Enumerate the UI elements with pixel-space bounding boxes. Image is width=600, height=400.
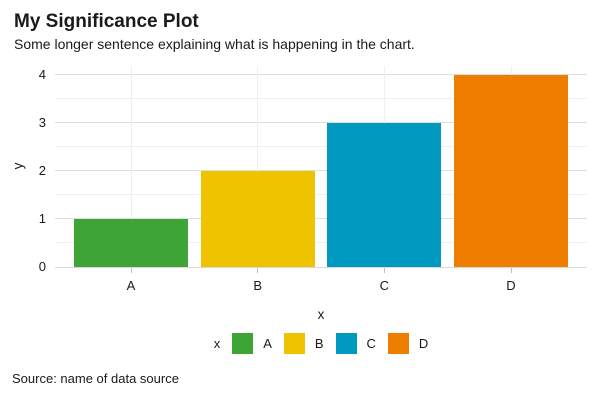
plot-panel [55, 66, 587, 268]
legend-swatch-B [283, 333, 305, 354]
gridline-major-horizontal [55, 74, 587, 75]
chart-subtitle: Some longer sentence explaining what is … [14, 36, 415, 52]
legend-item-label: B [314, 336, 324, 351]
x-tick-label: C [379, 278, 390, 293]
y-tick-label: 1 [38, 211, 46, 226]
legend-item: D [387, 333, 429, 354]
gridline-minor-horizontal [55, 98, 587, 99]
legend-item-label: C [366, 336, 376, 351]
legend-item-label: A [263, 336, 272, 351]
legend-swatch-D [387, 333, 409, 354]
legend-item: A [232, 333, 272, 354]
bar-A [74, 219, 188, 267]
gridline-major-horizontal [55, 122, 587, 123]
legend-item: C [335, 333, 376, 354]
legend-swatch-A [232, 333, 254, 354]
legend-title: x [213, 336, 221, 351]
x-tick-mark [257, 268, 259, 273]
legend-swatch-C [335, 333, 357, 354]
x-axis-title: x [317, 307, 325, 322]
legend-item: B [283, 333, 324, 354]
gridline-minor-horizontal [55, 146, 587, 147]
x-tick-label: D [506, 278, 516, 293]
bar-B [200, 171, 315, 267]
gridline-minor-horizontal [55, 242, 587, 243]
y-tick-label: 2 [38, 163, 46, 178]
x-tick-label: A [126, 278, 136, 293]
x-tick-mark [383, 268, 385, 273]
source-note: Source: name of data source [12, 371, 179, 386]
gridline-major-vertical [257, 66, 259, 267]
y-tick-label: 0 [38, 259, 46, 274]
x-tick-mark [130, 268, 132, 273]
x-tick-mark [510, 268, 512, 273]
x-tick-label: B [253, 278, 262, 293]
bar-C [327, 123, 442, 267]
legend-item-label: D [418, 336, 429, 351]
gridline-major-horizontal [55, 218, 587, 219]
gridline-minor-horizontal [55, 194, 587, 195]
gridline-major-vertical [130, 66, 132, 267]
chart-title: My Significance Plot [14, 11, 199, 32]
bar-D [454, 75, 568, 267]
gridline-major-horizontal [55, 170, 587, 171]
y-tick-label: 4 [38, 67, 46, 82]
y-tick-label: 3 [38, 115, 46, 130]
